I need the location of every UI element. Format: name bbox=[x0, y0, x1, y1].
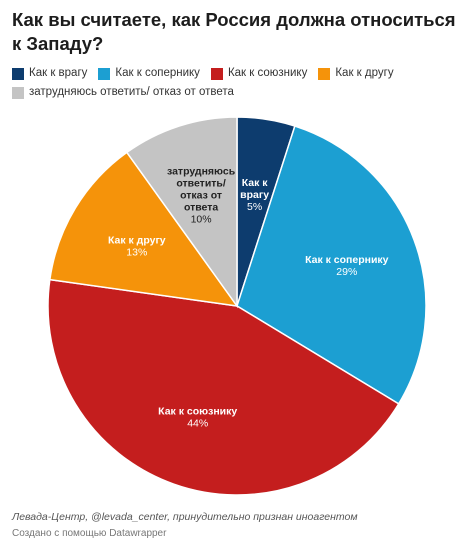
slice-name: отказ от bbox=[180, 189, 222, 201]
legend-item: Как к союзнику bbox=[210, 66, 308, 81]
legend-swatch bbox=[12, 67, 24, 80]
slice-name: врагу bbox=[240, 189, 269, 201]
slice-label: затрудняюсь ответить/отказ от ответа 10% bbox=[167, 165, 236, 225]
slice-percent: 44% bbox=[187, 417, 208, 429]
legend-label: Как к врагу bbox=[29, 67, 88, 79]
slice-name: Как к сопернику bbox=[305, 254, 389, 266]
legend-swatch bbox=[12, 86, 24, 99]
legend-label: затрудняюсь ответить/ отказ от ответа bbox=[29, 86, 234, 98]
legend-item: Как к сопернику bbox=[98, 66, 200, 81]
slice-label: Как к сопернику 29% bbox=[305, 254, 389, 278]
legend-swatch bbox=[318, 67, 331, 80]
slice-label: Как к другу 13% bbox=[108, 234, 166, 258]
slice-name: Как к другу bbox=[108, 234, 166, 246]
chart-legend: Как к врагу Как к сопернику Как к союзнику… bbox=[12, 66, 467, 100]
slice-percent: 5% bbox=[247, 201, 262, 213]
chart-title: Как вы считаете, как Россия должна относ… bbox=[12, 9, 456, 54]
slice-label: Как к союзнику 44% bbox=[158, 405, 237, 429]
pie-slice bbox=[47, 278, 400, 496]
pie-labels: Как к врагу 5% Как к сопернику 29% Как к союз… bbox=[108, 165, 389, 429]
legend-swatch bbox=[210, 67, 223, 80]
slice-name: ответить/ bbox=[176, 177, 226, 189]
legend-label: Как к союзнику bbox=[227, 67, 308, 79]
slice-name: Как к союзнику bbox=[158, 405, 237, 417]
pie-slices bbox=[47, 116, 427, 496]
legend-label: Как к другу bbox=[335, 67, 394, 79]
slice-percent: 10% bbox=[191, 213, 212, 225]
source-note: Левада-Центр, @levada_center, принудител… bbox=[12, 511, 358, 523]
credit-note: Создано с помощью Datawrapper bbox=[12, 528, 167, 539]
slice-name: затрудняюсь bbox=[167, 165, 236, 177]
legend-item: Как к другу bbox=[318, 66, 394, 81]
pie-slice bbox=[49, 151, 239, 307]
legend-swatch bbox=[98, 67, 111, 80]
slice-name: ответа bbox=[184, 201, 218, 213]
pie-slice bbox=[125, 116, 238, 309]
legend-item: затрудняюсь ответить/ отказ от ответа bbox=[12, 85, 234, 100]
legend-item: Как к врагу bbox=[12, 66, 87, 81]
slice-percent: 13% bbox=[126, 246, 147, 258]
pie-chart: Как к врагу 5% Как к сопернику 29% Как к союз… bbox=[47, 116, 427, 496]
slice-percent: 29% bbox=[336, 266, 357, 278]
legend-label: Как к сопернику bbox=[115, 67, 200, 79]
slice-label: Как к врагу 5% bbox=[240, 177, 269, 213]
slice-name: Как к bbox=[242, 177, 269, 189]
